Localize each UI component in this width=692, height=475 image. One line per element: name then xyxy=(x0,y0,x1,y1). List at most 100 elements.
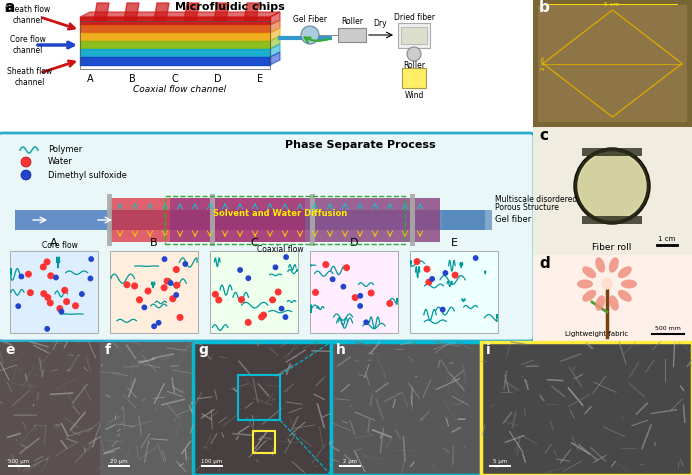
Circle shape xyxy=(28,290,33,295)
Circle shape xyxy=(174,266,179,272)
Polygon shape xyxy=(80,33,270,41)
FancyBboxPatch shape xyxy=(0,133,534,341)
Polygon shape xyxy=(270,36,280,49)
Circle shape xyxy=(578,152,646,220)
Circle shape xyxy=(259,314,264,320)
Text: Roller: Roller xyxy=(403,61,425,70)
Text: C: C xyxy=(172,74,179,84)
Text: Dried fiber: Dried fiber xyxy=(394,13,435,22)
Text: A: A xyxy=(51,238,58,248)
Text: Porous Structure: Porous Structure xyxy=(495,203,559,212)
Bar xyxy=(481,342,692,475)
Bar xyxy=(338,28,366,42)
Ellipse shape xyxy=(609,257,619,273)
Text: 20 μm: 20 μm xyxy=(110,458,128,464)
Bar xyxy=(10,251,98,333)
Bar xyxy=(170,198,305,242)
Circle shape xyxy=(426,279,432,285)
Text: Sheath flow
channel: Sheath flow channel xyxy=(8,67,53,87)
Circle shape xyxy=(602,279,612,289)
Polygon shape xyxy=(270,12,280,25)
Polygon shape xyxy=(270,44,280,57)
Ellipse shape xyxy=(609,295,619,311)
Circle shape xyxy=(358,294,363,298)
Text: h: h xyxy=(336,343,346,357)
Polygon shape xyxy=(154,3,169,21)
Circle shape xyxy=(284,255,289,259)
Circle shape xyxy=(344,265,349,270)
Text: B: B xyxy=(150,238,158,248)
Text: 1 cm: 1 cm xyxy=(658,236,675,242)
Bar xyxy=(533,127,692,255)
Text: 2 cm: 2 cm xyxy=(541,57,546,70)
Bar xyxy=(193,342,331,475)
Circle shape xyxy=(170,296,176,302)
Text: E: E xyxy=(257,74,263,84)
Circle shape xyxy=(441,307,445,312)
Bar xyxy=(210,194,215,246)
Text: c: c xyxy=(539,127,548,142)
Text: Solvent and Water Diffusion: Solvent and Water Diffusion xyxy=(213,209,347,218)
Circle shape xyxy=(330,277,335,282)
Bar xyxy=(489,465,511,467)
Circle shape xyxy=(424,266,430,272)
Text: 500 mm: 500 mm xyxy=(655,325,681,331)
Circle shape xyxy=(453,272,458,278)
Circle shape xyxy=(280,306,284,311)
Polygon shape xyxy=(124,3,139,21)
Circle shape xyxy=(80,292,84,296)
Circle shape xyxy=(62,287,68,293)
Circle shape xyxy=(368,290,374,296)
Circle shape xyxy=(142,305,147,310)
Circle shape xyxy=(283,315,288,319)
Text: Water: Water xyxy=(48,158,73,167)
Text: a: a xyxy=(4,0,15,15)
Circle shape xyxy=(275,289,281,295)
Text: A: A xyxy=(86,74,93,84)
Text: d: d xyxy=(539,256,549,270)
Circle shape xyxy=(137,297,143,303)
Text: Fiber roll: Fiber roll xyxy=(592,243,632,251)
Bar xyxy=(8,465,30,467)
Polygon shape xyxy=(270,20,280,33)
Bar xyxy=(238,375,280,420)
Circle shape xyxy=(73,303,78,309)
Ellipse shape xyxy=(582,290,597,302)
Bar xyxy=(310,251,398,333)
Circle shape xyxy=(89,257,93,261)
Circle shape xyxy=(238,268,242,272)
Circle shape xyxy=(323,262,329,267)
Text: Dry: Dry xyxy=(373,19,387,28)
Bar xyxy=(165,196,405,244)
Polygon shape xyxy=(214,3,229,21)
Circle shape xyxy=(19,274,24,279)
Ellipse shape xyxy=(595,295,605,311)
Text: Multiscale disordered: Multiscale disordered xyxy=(495,196,577,205)
Bar xyxy=(533,0,692,127)
Text: i: i xyxy=(486,343,491,357)
Circle shape xyxy=(64,299,69,304)
Circle shape xyxy=(145,288,151,294)
Text: C: C xyxy=(250,238,258,248)
Bar xyxy=(110,251,198,333)
Circle shape xyxy=(89,276,93,281)
Text: Polymer: Polymer xyxy=(48,145,82,154)
Text: Core flow: Core flow xyxy=(42,240,78,249)
Bar xyxy=(402,68,426,88)
Polygon shape xyxy=(80,17,270,25)
Circle shape xyxy=(216,297,221,303)
Bar xyxy=(410,194,415,246)
Bar xyxy=(201,465,223,467)
Bar xyxy=(108,465,130,467)
Text: 2 μm: 2 μm xyxy=(343,458,357,464)
Text: Coaxial flow channel: Coaxial flow channel xyxy=(134,85,226,94)
Circle shape xyxy=(21,157,31,167)
Circle shape xyxy=(152,324,156,328)
Circle shape xyxy=(177,314,183,320)
Circle shape xyxy=(44,259,50,265)
Text: B: B xyxy=(129,74,136,84)
Polygon shape xyxy=(270,28,280,41)
Polygon shape xyxy=(80,25,270,33)
Circle shape xyxy=(212,292,218,297)
Circle shape xyxy=(183,262,188,266)
